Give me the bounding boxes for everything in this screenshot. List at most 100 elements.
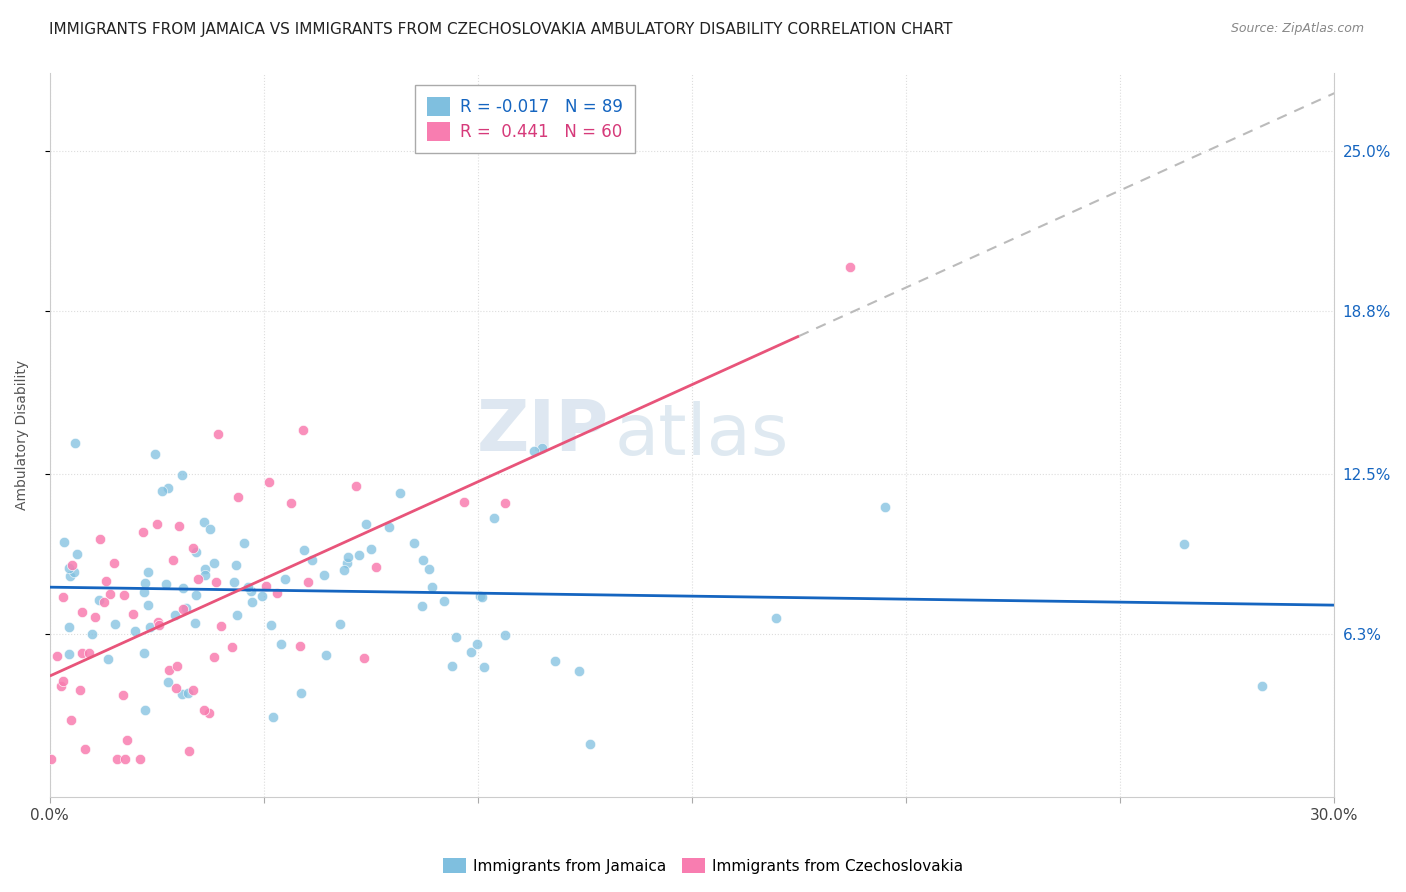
Point (83, 610, 105, 624)
Point (472, 660, 495, 674)
Point (420, 581, 443, 595)
Point (132, 585, 155, 599)
Point (132, 525, 155, 540)
Y-axis label: Ambulatory Disability: Ambulatory Disability (15, 360, 30, 510)
Point (198, 522, 221, 536)
Point (291, 423, 314, 437)
Point (254, 579, 277, 593)
Point (172, 601, 194, 615)
Point (150, 484, 173, 499)
Point (412, 553, 434, 567)
Point (207, 426, 229, 441)
Point (531, 441, 554, 455)
Point (579, 737, 602, 751)
Point (184, 588, 207, 602)
Point (75, 742, 97, 756)
Point (165, 681, 187, 695)
Point (411, 599, 433, 613)
Point (115, 733, 138, 747)
Point (198, 706, 221, 721)
Point (136, 599, 159, 613)
Point (225, 558, 247, 573)
Point (353, 650, 375, 665)
Point (329, 617, 352, 632)
Point (79, 646, 101, 660)
Point (66, 547, 89, 561)
Point (72, 646, 94, 660)
Point (266, 586, 288, 600)
Point (58, 620, 80, 634)
Point (143, 447, 166, 461)
Point (193, 568, 215, 582)
Point (354, 516, 377, 531)
Point (46, 649, 69, 664)
Point (124, 624, 146, 638)
Point (297, 575, 319, 590)
Point (155, 577, 177, 591)
Point (181, 683, 204, 698)
Point (494, 495, 516, 509)
Point (194, 562, 217, 576)
Point (193, 703, 215, 717)
Point (59, 569, 82, 583)
Point (523, 443, 546, 458)
Point (568, 665, 591, 679)
Point (344, 479, 367, 493)
Point (765, 611, 787, 625)
Point (134, 646, 156, 660)
Point (172, 467, 194, 482)
Point (148, 615, 170, 629)
Point (134, 703, 156, 717)
Point (172, 581, 194, 595)
Point (233, 536, 256, 550)
Point (273, 572, 295, 586)
Point (259, 475, 281, 489)
Point (52, 590, 75, 604)
Point (58, 561, 80, 575)
Point (187, 572, 209, 586)
Point (441, 659, 464, 673)
Legend: Immigrants from Jamaica, Immigrants from Czechoslovakia: Immigrants from Jamaica, Immigrants from… (436, 852, 970, 880)
Point (93, 595, 115, 609)
Point (494, 628, 516, 642)
Point (70, 605, 93, 619)
Point (482, 511, 505, 525)
Point (176, 686, 198, 700)
Point (360, 541, 382, 556)
Text: ZIP: ZIP (477, 397, 609, 466)
Point (1250, 679, 1272, 693)
Point (460, 645, 482, 659)
Point (112, 688, 135, 702)
Point (839, 260, 862, 274)
Point (453, 495, 475, 509)
Point (39, 751, 62, 765)
Point (312, 568, 335, 582)
Point (250, 589, 273, 603)
Legend: R = -0.017   N = 89, R =  0.441   N = 60: R = -0.017 N = 89, R = 0.441 N = 60 (415, 85, 636, 153)
Point (96, 574, 118, 588)
Point (402, 535, 425, 549)
Point (52, 674, 75, 689)
Point (129, 751, 152, 765)
Point (167, 519, 190, 533)
Point (49, 679, 72, 693)
Point (204, 574, 226, 589)
Point (364, 560, 387, 574)
Point (63, 436, 86, 450)
Text: Source: ZipAtlas.com: Source: ZipAtlas.com (1230, 22, 1364, 36)
Point (166, 659, 188, 673)
Point (114, 751, 136, 765)
Point (103, 557, 125, 571)
Point (202, 649, 225, 664)
Point (181, 541, 204, 555)
Point (270, 636, 292, 650)
Point (105, 751, 128, 765)
Point (80, 627, 103, 641)
Point (58, 647, 80, 661)
Point (112, 589, 135, 603)
Point (60, 558, 83, 573)
Point (170, 686, 193, 700)
Point (162, 553, 184, 567)
Point (209, 619, 232, 633)
Point (1173, 537, 1195, 551)
